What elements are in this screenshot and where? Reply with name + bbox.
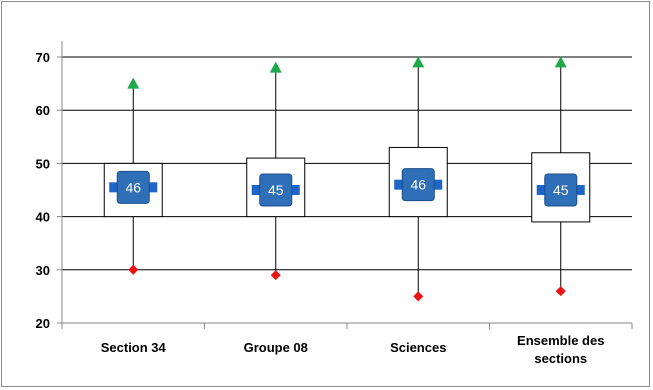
box-group: 45 (246, 61, 306, 281)
y-tick-label: 40 (36, 210, 50, 225)
max-marker (412, 56, 425, 68)
x-category-label: Ensemble des (517, 333, 604, 348)
max-marker (269, 61, 282, 73)
x-category-labels: Section 34 Groupe 08 Sciences Ensemble des s… (101, 333, 605, 366)
median-label: 45 (553, 182, 569, 198)
median-box (544, 173, 578, 207)
y-tick-label: 30 (36, 263, 50, 278)
min-marker (128, 264, 139, 275)
x-category-label: Section 34 (101, 340, 167, 355)
y-tick-label: 50 (36, 156, 50, 171)
median-box (116, 170, 150, 204)
y-tick-label: 20 (36, 316, 50, 331)
y-tick-labels: 20 30 40 50 60 70 (36, 50, 50, 331)
box-group: 46 (388, 56, 448, 302)
median-box (259, 173, 293, 207)
median-label: 46 (125, 179, 141, 195)
median-label: 46 (410, 177, 426, 193)
box-series: 46 45 46 45 (103, 56, 591, 302)
max-marker (554, 56, 567, 68)
box-group: 45 (531, 56, 591, 297)
x-category-label: Sciences (390, 340, 446, 355)
axes (57, 41, 633, 329)
min-marker (270, 270, 281, 281)
x-category-label: sections (534, 351, 587, 366)
x-category-label: Groupe 08 (244, 340, 308, 355)
min-marker (413, 291, 424, 302)
max-marker (127, 77, 140, 89)
median-box (401, 168, 435, 202)
min-marker (555, 286, 566, 297)
y-tick-label: 60 (36, 103, 50, 118)
box-group: 46 (103, 77, 163, 275)
y-tick-label: 70 (36, 50, 50, 65)
median-label: 45 (268, 182, 284, 198)
